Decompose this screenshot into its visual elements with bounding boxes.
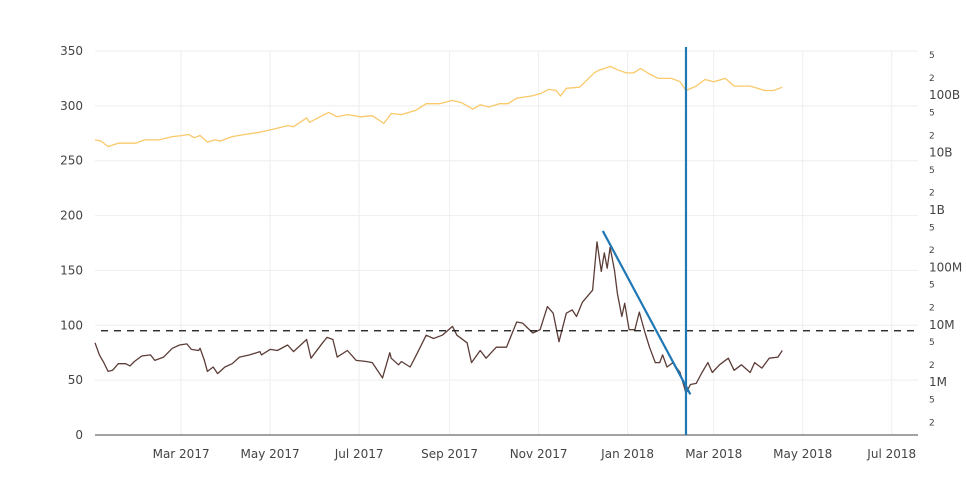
x-tick-label: Jul 2018: [866, 447, 916, 461]
y-tick-label: 100: [60, 318, 83, 332]
y-tick-label: 300: [60, 99, 83, 113]
lower-series-line: [94, 241, 783, 394]
y2-minor-tick-label: 2: [929, 418, 935, 428]
y2-minor-tick-label: 2: [929, 303, 935, 313]
x-tick-label: Jul 2017: [334, 447, 384, 461]
y-tick-label: 350: [60, 44, 83, 58]
y-tick-label: 250: [60, 154, 83, 168]
series-group: [94, 65, 783, 394]
x-axis: Mar 2017 May 2017 Jul 2017 Sep 2017 Nov 2017…: [95, 434, 918, 461]
y2-minor-tick-label: 5: [929, 338, 935, 348]
y2-minor-tick-label: 2: [929, 189, 935, 199]
y2-minor-tick-label: 2: [929, 361, 935, 371]
y2-tick-label: 100M: [929, 260, 962, 274]
y2-minor-tick-label: 5: [929, 281, 935, 291]
y2-tick-label: 100B: [929, 88, 960, 102]
y2-tick-label: 1M: [929, 375, 947, 389]
x-tick-label: Jan 2018: [600, 447, 654, 461]
y-tick-label: 150: [60, 263, 83, 277]
gridlines: [95, 50, 918, 435]
y2-minor-tick-label: 5: [929, 223, 935, 233]
upper-series-line: [94, 65, 783, 148]
x-tick-label: Mar 2017: [153, 447, 210, 461]
y2-minor-tick-label: 2: [929, 131, 935, 141]
annotations: [101, 47, 918, 435]
y2-minor-tick-label: 5: [929, 51, 935, 61]
y2-minor-tick-label: 5: [929, 109, 935, 119]
trend-line: [601, 230, 692, 395]
x-tick-label: May 2017: [241, 447, 300, 461]
x-tick-label: May 2018: [773, 447, 832, 461]
y2-tick-label: 10B: [929, 146, 953, 160]
y2-minor-tick-label: 5: [929, 395, 935, 405]
y-axis-right: 1M 10M 100M 1B 10B 100B 2 5 2 5 2 5 2 5 2 5 2 5 2 5: [929, 51, 962, 428]
y2-minor-tick-label: 2: [929, 246, 935, 256]
x-tick-label: Nov 2017: [510, 447, 568, 461]
y-tick-label: 0: [75, 428, 83, 442]
y2-minor-tick-label: 2: [929, 74, 935, 84]
y2-tick-label: 10M: [929, 318, 955, 332]
y2-minor-tick-label: 5: [929, 166, 935, 176]
x-tick-label: Sep 2017: [421, 447, 478, 461]
y-axis-left: 0 50 100 150 200 250 300 350: [60, 44, 83, 442]
y2-tick-label: 1B: [929, 203, 945, 217]
y-tick-label: 200: [60, 209, 83, 223]
x-tick-label: Mar 2018: [685, 447, 742, 461]
y-tick-label: 50: [68, 373, 83, 387]
